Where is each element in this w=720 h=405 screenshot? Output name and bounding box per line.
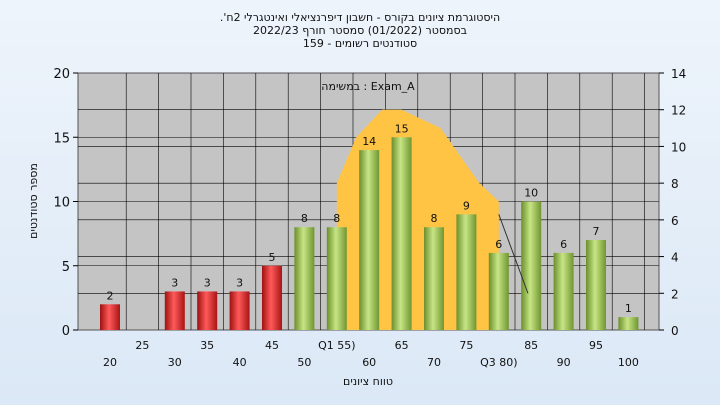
x-tick-label-upper: 65 (395, 339, 409, 352)
bars (100, 137, 639, 330)
chart-title: .'היסטוגרמת ציונים בקורס - חשבון דיפרנצי… (220, 11, 500, 24)
x-tick-label-lower: 100 (618, 356, 639, 369)
y2-tick-label: 10 (671, 140, 686, 154)
y-axis-ticks: 0 5 10 15 20 (53, 67, 78, 339)
bar-55 (326, 227, 347, 330)
bar-80 (488, 252, 509, 330)
y-tick-label: 5 (62, 260, 70, 275)
bar-label-95: 7 (593, 225, 600, 238)
y-tick-label: 15 (53, 131, 70, 146)
x-tick-label-lower: 20 (103, 356, 117, 369)
x-tick-label-lower: 30 (168, 356, 182, 369)
y2-tick-label: 2 (671, 287, 679, 301)
x-tick-label-upper: 25 (135, 339, 149, 352)
bar-label-65: 15 (395, 122, 409, 135)
y-tick-label: 0 (62, 324, 70, 339)
bar-labels: 2 3 3 3 5 8 8 14 15 8 9 6 10 6 7 1 (107, 122, 632, 315)
bar-label-45: 5 (269, 251, 276, 264)
y-axis-label: מספר סטודנטים (27, 163, 40, 239)
x-tick-label-upper: 45 (265, 339, 279, 352)
y-tick-label: 10 (53, 196, 70, 211)
x-axis-ticks: 20 30 40 50 60 70 Q3 80) 90 100 25 35 45 Q1 55) 65 75 8… (103, 339, 639, 369)
x-tick-label-lower: 40 (233, 356, 247, 369)
bar-60 (359, 150, 380, 330)
bar-50 (294, 227, 315, 330)
bar-label-85: 10 (524, 187, 538, 200)
bar-95 (586, 240, 606, 330)
y2-tick-label: 12 (671, 104, 686, 118)
bar-90 (553, 252, 574, 330)
y2-tick-label: 4 (671, 251, 679, 265)
bar-label-80: 6 (495, 238, 502, 251)
bar-70 (424, 227, 444, 330)
x-tick-label-lower: 90 (557, 356, 571, 369)
x-tick-label-lower: 70 (427, 356, 441, 369)
exam-annotation: במשימה : Exam_A (321, 80, 415, 93)
trend-line (498, 214, 529, 294)
y-tick-label: 20 (53, 67, 70, 82)
x-tick-label-lower: 50 (297, 356, 311, 369)
y2-tick-label: 6 (671, 214, 679, 228)
bar-label-100: 1 (625, 302, 632, 315)
x-tick-label-upper: 85 (524, 339, 538, 352)
x-tick-label-upper: 95 (589, 339, 603, 352)
bar-40 (229, 291, 250, 330)
bar-65 (391, 137, 412, 330)
x-tick-label-upper: 75 (459, 339, 473, 352)
y2-tick-label: 8 (671, 177, 679, 191)
y2-axis-ticks: 0 2 4 6 8 10 12 14 (659, 67, 686, 338)
x-tick-label-lower: Q3 80) (480, 356, 517, 369)
bar-20 (100, 304, 120, 330)
bar-label-50: 8 (301, 212, 308, 225)
bar-label-70: 8 (431, 212, 438, 225)
y2-tick-label: 0 (671, 324, 679, 338)
bar-label-55: 8 (333, 212, 340, 225)
x-tick-label-upper: 35 (200, 339, 214, 352)
x-tick-label-upper: Q1 55) (318, 339, 355, 352)
bar-100 (618, 317, 639, 330)
chart-subtitle: בסמסטר (01/2022) סמסטר חורף 2022/23 (253, 24, 467, 37)
bar-label-30: 3 (171, 276, 178, 289)
chart-subtitle-registered: סטודנטים רשומים - 159 (303, 37, 417, 50)
y2-tick-label: 14 (671, 67, 686, 81)
bar-label-20: 2 (107, 289, 114, 302)
bar-35 (197, 291, 218, 330)
bar-label-35: 3 (204, 276, 211, 289)
bar-label-90: 6 (560, 238, 567, 251)
bar-85 (521, 201, 542, 330)
x-tick-label-lower: 60 (362, 356, 376, 369)
bar-label-60: 14 (362, 135, 376, 148)
bar-label-40: 3 (236, 276, 243, 289)
bar-label-75: 9 (463, 199, 470, 212)
x-axis-label: טווח ציונים (343, 375, 393, 388)
bar-45 (262, 265, 282, 330)
bar-75 (456, 214, 477, 330)
bar-30 (164, 291, 185, 330)
